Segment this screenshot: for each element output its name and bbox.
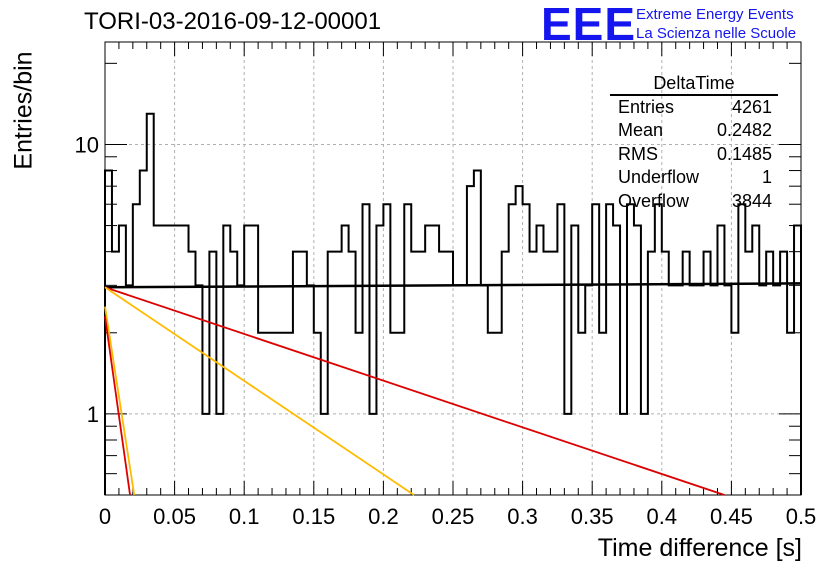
stats-row: Underflow 1 [610, 166, 778, 189]
stats-box: DeltaTime Entries 4261 Mean 0.2482 RMS 0.14… [610, 72, 778, 213]
x-tick-label: 0.45 [710, 504, 753, 529]
fit-curve [104, 286, 415, 496]
histogram-outline [104, 112, 802, 495]
stats-row: Mean 0.2482 [610, 119, 778, 142]
x-tick-label: 0.3 [507, 504, 538, 529]
stats-label: Underflow [618, 167, 700, 188]
stats-row: Entries 4261 [610, 96, 778, 119]
x-axis-label: Time difference [s] [597, 534, 802, 562]
x-tick-label: 0.2 [368, 504, 399, 529]
x-tick-label: 0.15 [292, 504, 335, 529]
y-tick-label: 1 [87, 402, 99, 427]
stats-value: 0.1485 [716, 143, 772, 164]
fit-curve [104, 282, 802, 289]
eee-logo: EEE [541, 0, 637, 50]
stats-label: Overflow [618, 190, 690, 211]
y-tick-label: 10 [75, 132, 99, 157]
stats-value: 1 [761, 167, 772, 188]
y-axis-label: Entries/bin [9, 51, 38, 170]
fit-curve [104, 286, 725, 496]
stats-value: 3844 [731, 190, 772, 211]
fit-curve [104, 316, 131, 496]
x-tick-label: 0.25 [432, 504, 475, 529]
stats-value: 4261 [731, 97, 772, 117]
fit-curve [104, 306, 136, 496]
logo-line-2: La Scienza nelle Scuole [636, 25, 797, 42]
x-tick-label: 0.35 [571, 504, 614, 529]
stats-box-title: DeltaTime [610, 72, 778, 96]
x-tick-label: 0.1 [229, 504, 260, 529]
stats-label: Mean [618, 120, 664, 141]
x-tick-label: 0.05 [153, 504, 196, 529]
stats-label: RMS [618, 143, 658, 164]
x-tick-label: 0.4 [647, 504, 678, 529]
stats-value: 0.2482 [716, 120, 772, 141]
x-tick-label: 0 [99, 504, 111, 529]
stats-row: RMS 0.1485 [610, 143, 778, 166]
chart-title: TORI-03-2016-09-12-00001 [84, 8, 382, 35]
stats-label: Entries [618, 97, 675, 117]
stats-row: Overflow 3844 [610, 190, 778, 213]
logo-line-1: Extreme Energy Events [636, 6, 794, 23]
x-tick-label: 0.5 [786, 504, 817, 529]
